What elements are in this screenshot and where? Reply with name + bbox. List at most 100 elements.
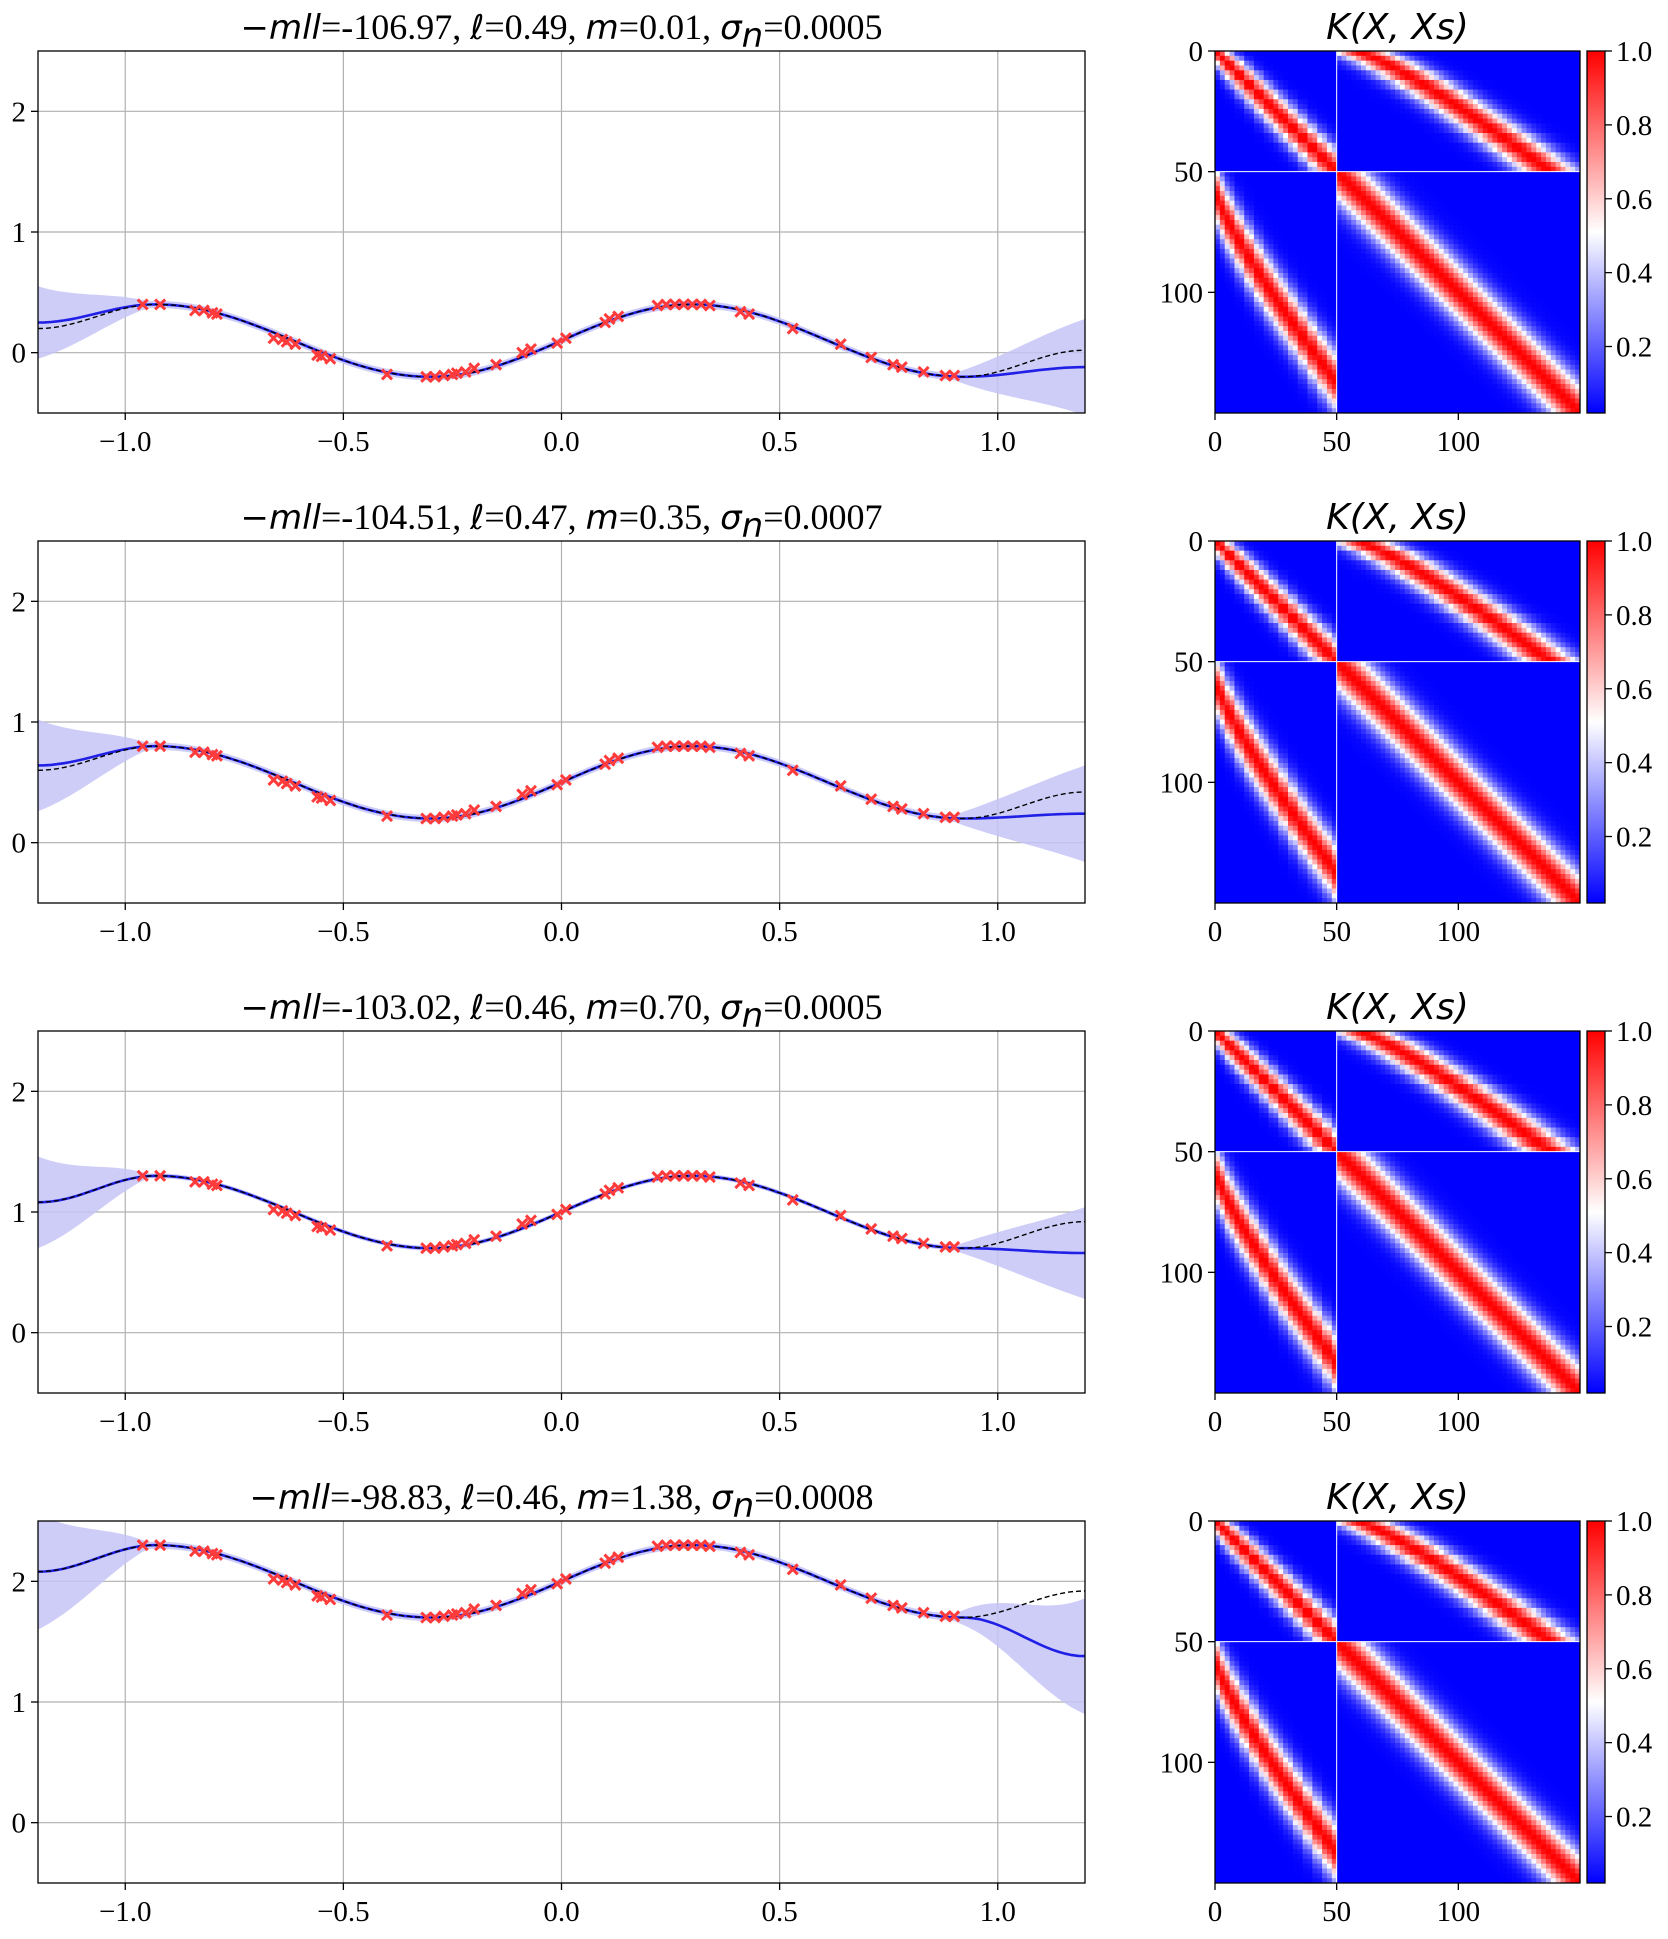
heatmap-cell [1351, 292, 1356, 297]
heatmap-cell [1453, 172, 1458, 177]
heatmap-cell [1483, 80, 1488, 85]
heatmap-cell [1463, 128, 1468, 133]
heatmap-cell [1551, 288, 1556, 293]
heatmap-cell [1419, 268, 1424, 273]
heatmap-cell [1395, 143, 1400, 148]
heatmap-cell [1288, 191, 1293, 196]
heatmap-cell [1390, 99, 1395, 104]
heatmap-cell [1303, 56, 1308, 61]
heatmap-cell [1220, 56, 1225, 61]
heatmap-cell [1327, 186, 1332, 191]
heatmap-cell [1230, 104, 1235, 109]
heatmap-cell [1337, 80, 1342, 85]
heatmap-cell [1512, 70, 1517, 75]
heatmap-cell [1380, 128, 1385, 133]
heatmap-cell [1293, 196, 1298, 201]
heatmap-cell [1385, 302, 1390, 307]
heatmap-cell [1337, 292, 1342, 297]
heatmap-cell [1561, 196, 1566, 201]
heatmap-cell [1526, 133, 1531, 138]
heatmap-cell [1439, 273, 1444, 278]
heatmap-cell [1526, 138, 1531, 143]
heatmap-cell [1507, 104, 1512, 109]
heatmap-cell [1439, 138, 1444, 143]
heatmap-cell [1390, 302, 1395, 307]
heatmap-cell [1536, 196, 1541, 201]
heatmap-cell [1283, 148, 1288, 153]
heatmap-cell [1541, 172, 1546, 177]
heatmap-cell [1264, 288, 1269, 293]
heatmap-cell [1415, 205, 1420, 210]
heatmap-cell [1541, 191, 1546, 196]
heatmap-cell [1429, 292, 1434, 297]
heatmap-cell [1220, 51, 1225, 56]
heatmap-cell [1410, 288, 1415, 293]
heatmap-cell [1249, 292, 1254, 297]
heatmap-cell [1225, 181, 1230, 186]
heatmap-cell [1449, 225, 1454, 230]
heatmap-cell [1405, 143, 1410, 148]
heatmap-cell [1395, 148, 1400, 153]
heatmap-cell [1371, 70, 1376, 75]
heatmap-cell [1288, 133, 1293, 138]
heatmap-cell [1444, 254, 1449, 259]
heatmap-cell [1546, 196, 1551, 201]
heatmap-cell [1327, 278, 1332, 283]
heatmap-cell [1517, 249, 1522, 254]
heatmap-cell [1439, 201, 1444, 206]
heatmap-cell [1507, 128, 1512, 133]
heatmap-cell [1283, 268, 1288, 273]
heatmap-cell [1234, 210, 1239, 215]
heatmap-cell [1541, 133, 1546, 138]
heatmap-cell [1561, 259, 1566, 264]
heatmap-cell [1439, 263, 1444, 268]
heatmap-cell [1342, 210, 1347, 215]
heatmap-cell [1473, 249, 1478, 254]
heatmap-cell [1439, 196, 1444, 201]
heatmap-cell [1269, 128, 1274, 133]
heatmap-cell [1317, 186, 1322, 191]
heatmap-cell [1273, 283, 1278, 288]
heatmap-cell [1225, 172, 1230, 177]
heatmap-cell [1376, 186, 1381, 191]
heatmap-cell [1239, 307, 1244, 312]
heatmap-cell [1312, 90, 1317, 95]
heatmap-cell [1449, 143, 1454, 148]
heatmap-cell [1536, 128, 1541, 133]
heatmap-cell [1473, 234, 1478, 239]
heatmap-cell [1249, 297, 1254, 302]
heatmap-cell [1492, 263, 1497, 268]
heatmap-cell [1327, 90, 1332, 95]
heatmap-cell [1361, 215, 1366, 220]
heatmap-cell [1220, 288, 1225, 293]
heatmap-cell [1376, 268, 1381, 273]
heatmap-cell [1444, 225, 1449, 230]
heatmap-cell [1273, 109, 1278, 114]
heatmap-cell [1395, 215, 1400, 220]
heatmap-cell [1322, 210, 1327, 215]
heatmap-cell [1512, 119, 1517, 124]
heatmap-cell [1385, 263, 1390, 268]
heatmap-cell [1273, 61, 1278, 66]
heatmap-cell [1526, 186, 1531, 191]
heatmap-cell [1303, 143, 1308, 148]
heatmap-cell [1366, 196, 1371, 201]
heatmap-cell [1497, 244, 1502, 249]
heatmap-cell [1259, 104, 1264, 109]
heatmap-cell [1385, 109, 1390, 114]
heatmap-cell [1444, 205, 1449, 210]
heatmap-cell [1327, 288, 1332, 293]
heatmap-cell [1327, 273, 1332, 278]
heatmap-cell [1307, 234, 1312, 239]
heatmap-cell [1483, 292, 1488, 297]
heatmap-cell [1561, 273, 1566, 278]
heatmap-cell [1453, 181, 1458, 186]
heatmap-cell [1522, 205, 1527, 210]
heatmap-cell [1488, 148, 1493, 153]
heatmap-cell [1473, 239, 1478, 244]
heatmap-cell [1492, 273, 1497, 278]
heatmap-cell [1526, 123, 1531, 128]
heatmap-cell [1371, 230, 1376, 235]
heatmap-cell [1269, 80, 1274, 85]
heatmap-cell [1351, 157, 1356, 162]
